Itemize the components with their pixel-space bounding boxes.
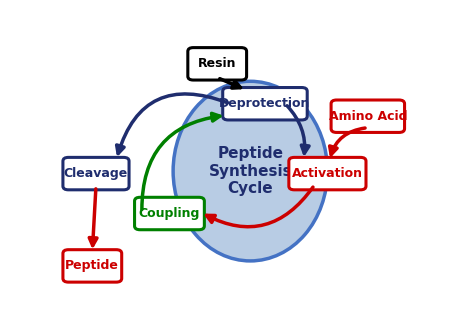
FancyBboxPatch shape xyxy=(289,157,366,190)
FancyBboxPatch shape xyxy=(135,197,204,230)
FancyBboxPatch shape xyxy=(63,157,129,190)
Text: Resin: Resin xyxy=(198,57,237,70)
FancyBboxPatch shape xyxy=(331,100,405,133)
FancyBboxPatch shape xyxy=(63,250,122,282)
Text: Cleavage: Cleavage xyxy=(64,167,128,180)
Text: Deprotection: Deprotection xyxy=(219,97,310,110)
Text: Coupling: Coupling xyxy=(139,207,200,220)
FancyBboxPatch shape xyxy=(223,87,307,120)
FancyBboxPatch shape xyxy=(188,48,246,80)
Text: Peptide
Synthesis
Cycle: Peptide Synthesis Cycle xyxy=(209,146,292,196)
Ellipse shape xyxy=(173,81,328,261)
Text: Amino Acid: Amino Acid xyxy=(328,110,407,123)
Text: Peptide: Peptide xyxy=(65,260,119,272)
Text: Activation: Activation xyxy=(292,167,363,180)
